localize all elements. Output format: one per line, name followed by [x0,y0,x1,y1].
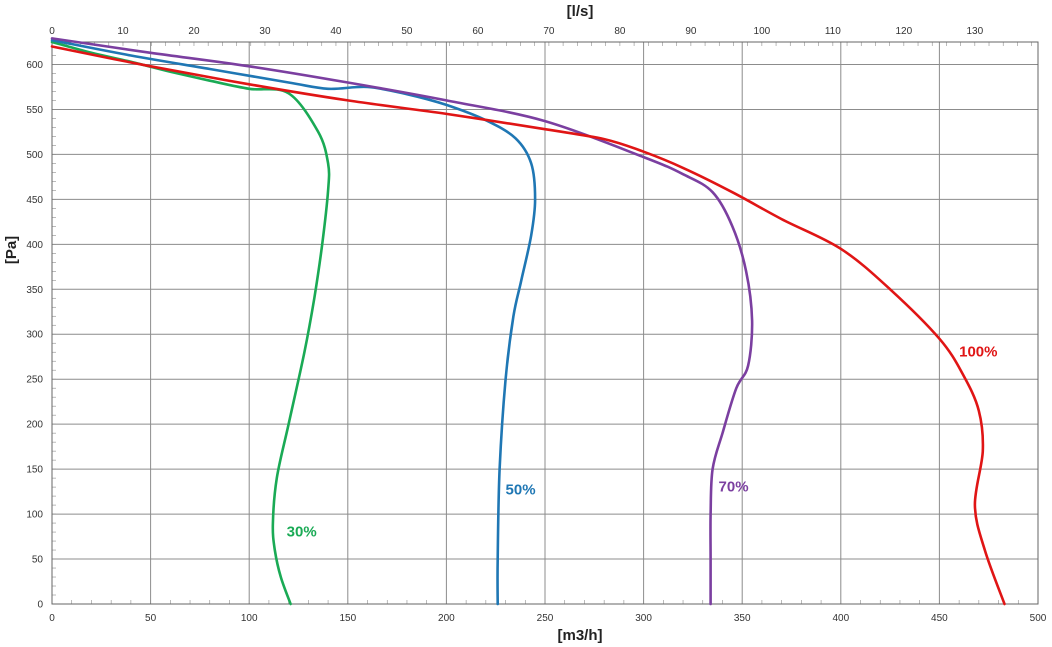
y-tick-label: 300 [26,330,43,341]
x2-tick-label: 120 [895,26,912,37]
plot-frame [51,41,1039,605]
y-tick-label: 100 [26,510,43,521]
x-tick-label: 400 [832,613,849,624]
x-tick-label: 0 [49,613,55,624]
x2-tick-label: 40 [330,26,342,37]
x-tick-label: 450 [931,613,948,624]
series-line-100 [50,45,1006,606]
x2-tick-label: 50 [401,26,413,37]
x2-tick-label: 60 [472,26,484,37]
y-tick-label: 600 [26,60,43,71]
x-tick-label: 250 [537,613,554,624]
x-tick-label: 350 [734,613,751,624]
y-tick-label: 50 [32,555,44,566]
series-label-70: 70% [719,479,749,496]
x-tick-label: 150 [339,613,356,624]
x2-tick-label: 80 [614,26,626,37]
y-tick-label: 0 [37,600,43,611]
axes [51,41,1039,605]
series-line-50 [50,38,537,606]
x-tick-label: 500 [1030,613,1047,624]
x2-tick-label: 0 [49,26,55,37]
x2-tick-label: 20 [188,26,200,37]
y-tick-label: 200 [26,420,43,431]
series-label-100: 100% [959,344,997,361]
x2-tick-label: 90 [685,26,697,37]
y-tick-label: 500 [26,150,43,161]
x-tick-label: 200 [438,613,455,624]
x2-axis-title: [l/s] [567,3,594,20]
y-tick-label: 450 [26,195,43,206]
x2-tick-label: 70 [543,26,555,37]
x-axis-title: [m3/h] [558,627,603,644]
y-tick-label: 250 [26,375,43,386]
series-label-30: 30% [287,524,317,541]
y-axis-title: [Pa] [3,236,20,264]
x2-tick-label: 30 [259,26,271,37]
x-tick-label: 100 [241,613,258,624]
x2-tick-label: 100 [754,26,771,37]
series-group [50,37,1006,606]
series-line-30 [50,40,331,606]
x2-tick-label: 10 [117,26,129,37]
x-tick-label: 300 [635,613,652,624]
x2-tick-label: 130 [966,26,983,37]
y-tick-label: 550 [26,105,43,116]
y-tick-label: 350 [26,285,43,296]
x-tick-label: 50 [145,613,157,624]
series-line-70 [50,37,754,606]
series-labels: 30% 50% 70% 100% [287,344,998,541]
y-tick-label: 400 [26,240,43,251]
y-tick-label: 150 [26,465,43,476]
series-label-50: 50% [506,481,536,498]
x2-tick-label: 110 [825,26,841,37]
